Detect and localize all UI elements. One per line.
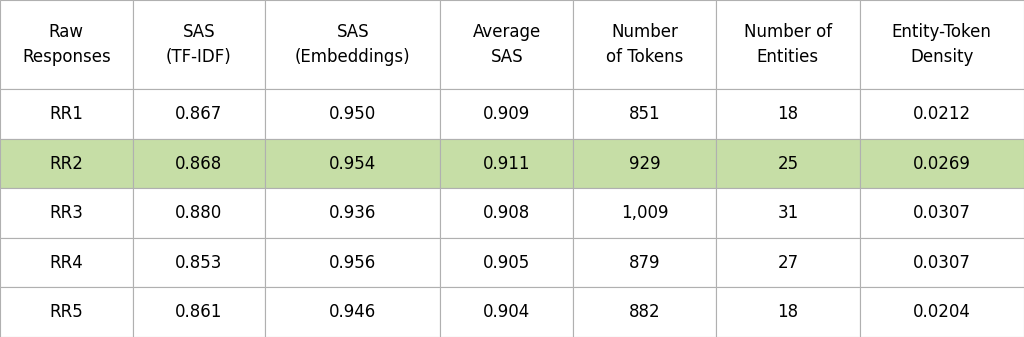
Text: 18: 18 bbox=[777, 105, 799, 123]
Text: 0.954: 0.954 bbox=[329, 155, 377, 173]
Bar bbox=[859, 89, 1024, 139]
Text: 0.936: 0.936 bbox=[329, 204, 377, 222]
Bar bbox=[859, 139, 1024, 188]
Bar bbox=[0, 0, 133, 89]
Text: 0.904: 0.904 bbox=[483, 303, 530, 321]
Text: 0.853: 0.853 bbox=[175, 254, 222, 272]
Bar bbox=[716, 238, 859, 287]
Text: Average
SAS: Average SAS bbox=[472, 23, 541, 66]
Bar bbox=[133, 188, 265, 238]
Bar bbox=[440, 139, 573, 188]
Bar bbox=[573, 0, 716, 89]
Text: RR1: RR1 bbox=[49, 105, 83, 123]
Text: 879: 879 bbox=[629, 254, 660, 272]
Bar bbox=[133, 238, 265, 287]
Text: Raw
Responses: Raw Responses bbox=[22, 23, 111, 66]
Bar bbox=[573, 139, 716, 188]
Bar bbox=[133, 139, 265, 188]
Text: 851: 851 bbox=[629, 105, 660, 123]
Text: RR3: RR3 bbox=[49, 204, 83, 222]
Bar bbox=[859, 0, 1024, 89]
Text: 0.950: 0.950 bbox=[329, 105, 377, 123]
Text: 0.0204: 0.0204 bbox=[912, 303, 971, 321]
Text: RR4: RR4 bbox=[49, 254, 83, 272]
Bar bbox=[0, 89, 133, 139]
Text: 25: 25 bbox=[777, 155, 799, 173]
Text: 0.0307: 0.0307 bbox=[912, 204, 971, 222]
Bar bbox=[716, 188, 859, 238]
Bar bbox=[440, 287, 573, 337]
Text: 929: 929 bbox=[629, 155, 660, 173]
Text: 0.908: 0.908 bbox=[483, 204, 530, 222]
Text: 31: 31 bbox=[777, 204, 799, 222]
Bar bbox=[716, 139, 859, 188]
Bar bbox=[859, 287, 1024, 337]
Bar bbox=[265, 89, 440, 139]
Text: 1,009: 1,009 bbox=[621, 204, 669, 222]
Bar bbox=[859, 188, 1024, 238]
Bar bbox=[716, 0, 859, 89]
Bar bbox=[573, 287, 716, 337]
Text: Number
of Tokens: Number of Tokens bbox=[606, 23, 683, 66]
Bar bbox=[265, 238, 440, 287]
Bar bbox=[440, 238, 573, 287]
Text: 0.0307: 0.0307 bbox=[912, 254, 971, 272]
Bar bbox=[133, 89, 265, 139]
Bar bbox=[133, 287, 265, 337]
Text: Number of
Entities: Number of Entities bbox=[743, 23, 831, 66]
Text: 0.909: 0.909 bbox=[483, 105, 530, 123]
Text: SAS
(Embeddings): SAS (Embeddings) bbox=[295, 23, 411, 66]
Bar bbox=[573, 89, 716, 139]
Text: 0.0212: 0.0212 bbox=[912, 105, 971, 123]
Text: RR2: RR2 bbox=[49, 155, 83, 173]
Bar bbox=[265, 188, 440, 238]
Text: RR5: RR5 bbox=[49, 303, 83, 321]
Text: 0.868: 0.868 bbox=[175, 155, 222, 173]
Text: 0.946: 0.946 bbox=[329, 303, 377, 321]
Text: 0.880: 0.880 bbox=[175, 204, 222, 222]
Bar bbox=[440, 0, 573, 89]
Bar bbox=[440, 89, 573, 139]
Bar bbox=[265, 287, 440, 337]
Text: Entity-Token
Density: Entity-Token Density bbox=[892, 23, 991, 66]
Bar bbox=[0, 287, 133, 337]
Bar bbox=[716, 287, 859, 337]
Bar bbox=[440, 188, 573, 238]
Bar bbox=[265, 0, 440, 89]
Bar bbox=[133, 0, 265, 89]
Bar bbox=[859, 238, 1024, 287]
Text: 0.0269: 0.0269 bbox=[912, 155, 971, 173]
Text: 882: 882 bbox=[629, 303, 660, 321]
Bar bbox=[265, 139, 440, 188]
Text: SAS
(TF-IDF): SAS (TF-IDF) bbox=[166, 23, 231, 66]
Bar bbox=[0, 238, 133, 287]
Bar bbox=[716, 89, 859, 139]
Text: 0.867: 0.867 bbox=[175, 105, 222, 123]
Text: 0.861: 0.861 bbox=[175, 303, 222, 321]
Bar bbox=[0, 139, 133, 188]
Text: 0.911: 0.911 bbox=[483, 155, 530, 173]
Text: 0.905: 0.905 bbox=[483, 254, 530, 272]
Text: 18: 18 bbox=[777, 303, 799, 321]
Bar bbox=[573, 238, 716, 287]
Bar bbox=[0, 188, 133, 238]
Bar bbox=[573, 188, 716, 238]
Text: 27: 27 bbox=[777, 254, 799, 272]
Text: 0.956: 0.956 bbox=[329, 254, 377, 272]
